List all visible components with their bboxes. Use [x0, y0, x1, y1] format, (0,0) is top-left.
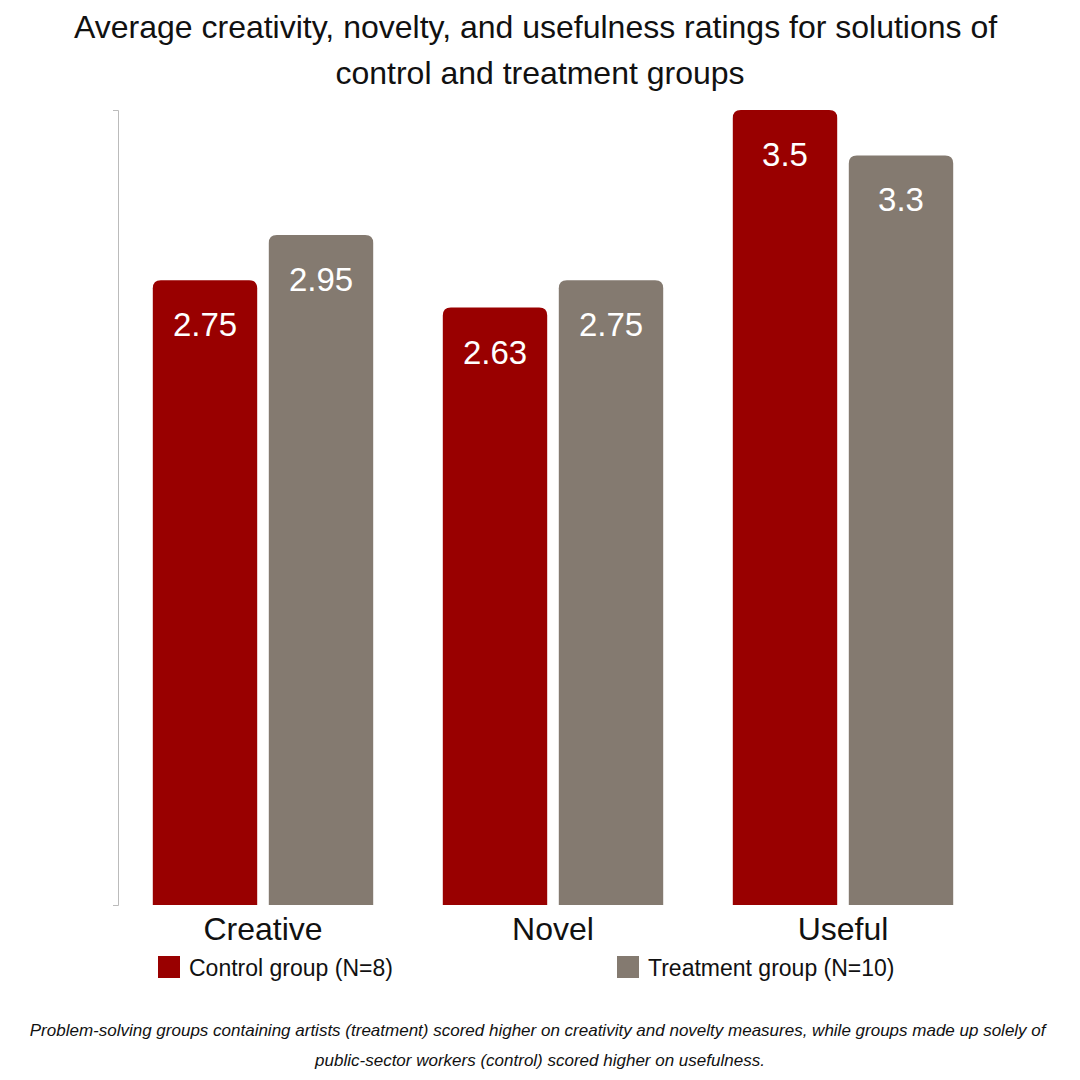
- data-label: 2.95: [289, 261, 353, 298]
- tick-mark: [113, 905, 118, 906]
- tick: [113, 110, 118, 111]
- bar: [269, 235, 373, 905]
- y-axis: [113, 111, 119, 906]
- tick-label: Creative: [203, 911, 322, 947]
- text-line: public-sector workers (control) scored h…: [314, 1051, 765, 1070]
- tick-label: Novel: [512, 911, 594, 947]
- bars: [153, 110, 953, 905]
- tick: Useful: [798, 911, 889, 947]
- legend: Control group (N=8) Treatment group (N=10…: [158, 955, 895, 981]
- data-label: 3.3: [878, 181, 924, 218]
- chart: Average creativity, novelty, and usefuln…: [0, 0, 1080, 1080]
- bar: [559, 280, 663, 905]
- data-label: 2.63: [463, 334, 527, 371]
- x-axis: Creative Novel Useful: [203, 911, 888, 947]
- data-label: 2.75: [579, 306, 643, 343]
- tick: Novel: [512, 911, 594, 947]
- legend-item: Control group (N=8): [158, 955, 393, 981]
- tick: Creative: [203, 911, 322, 947]
- background: [0, 0, 1080, 1080]
- legend-swatch: [617, 956, 639, 978]
- tick-label: Useful: [798, 911, 889, 947]
- legend-item: Treatment group (N=10): [617, 955, 895, 981]
- data-label: 2.75: [173, 306, 237, 343]
- caption: Problem-solving groups containing artist…: [30, 1021, 1051, 1070]
- title: Average creativity, novelty, and usefuln…: [74, 9, 1006, 91]
- bar: [733, 110, 837, 905]
- bar: [153, 280, 257, 905]
- bar: [849, 155, 953, 905]
- data-labels: 2.75 2.63 3.5 2.95 2.75 3.3: [173, 136, 924, 371]
- legend-label: Control group (N=8): [189, 955, 393, 981]
- tick: [113, 905, 118, 906]
- data-label: 3.5: [762, 136, 808, 173]
- bar: [443, 308, 547, 905]
- text-line: Problem-solving groups containing artist…: [30, 1021, 1051, 1040]
- tick-mark: [113, 110, 118, 111]
- bar-series: [269, 155, 953, 905]
- text-line: Average creativity, novelty, and usefuln…: [74, 9, 1006, 45]
- text-line: control and treatment groups: [335, 55, 744, 91]
- axis-line: [113, 111, 119, 906]
- legend-swatch: [158, 956, 180, 978]
- legend-label: Treatment group (N=10): [648, 955, 895, 981]
- bar-series: [153, 110, 837, 905]
